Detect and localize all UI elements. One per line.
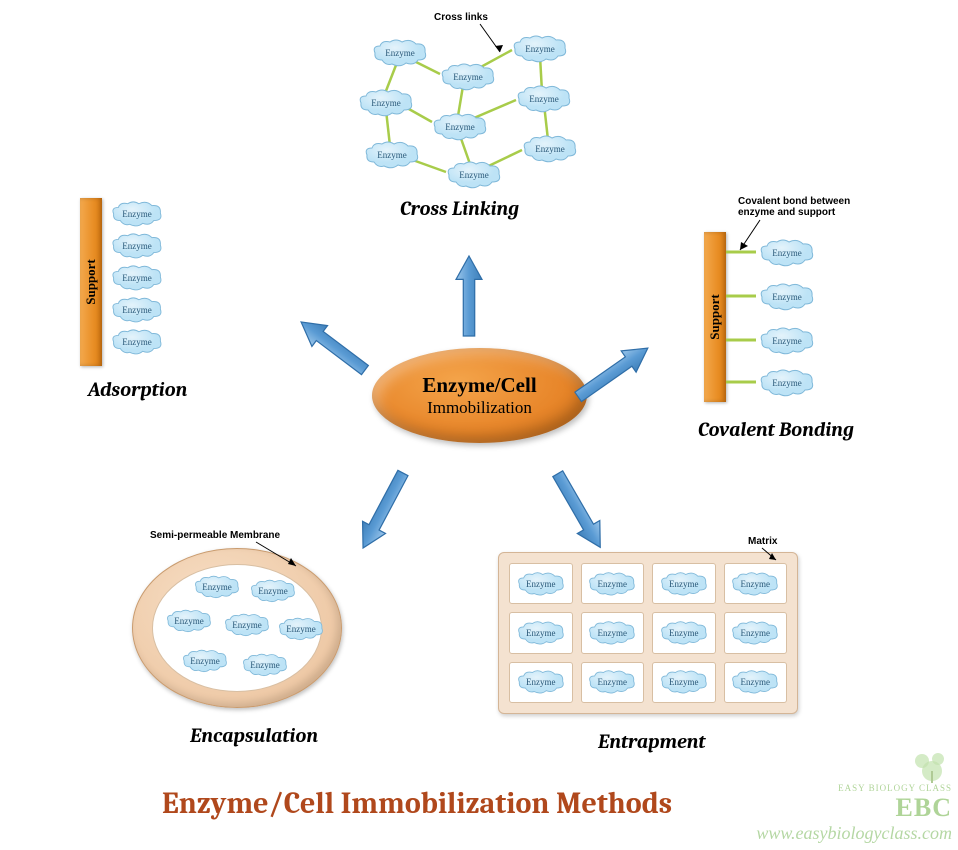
enzyme-cloud: Enzyme [515,669,567,695]
main-title: Enzyme/Cell Immobilization Methods [162,786,672,821]
matrix-cell: Enzyme [724,662,788,703]
watermark: EASY BIOLOGY CLASS EBC www.easybiologycl… [756,741,952,844]
matrix-cell: Enzyme [509,662,573,703]
matrix-cell: Enzyme [652,662,716,703]
enzyme-cloud: Enzyme [729,669,781,695]
matrix-cell: Enzyme [581,662,645,703]
enzyme-cloud: Enzyme [108,296,166,324]
enzyme-cloud: Enzyme [362,140,422,170]
enzyme-cloud: Enzyme [180,648,230,674]
matrix-cell: Enzyme [509,612,573,653]
matrix-cell: Enzyme [581,612,645,653]
diagram-canvas: Support Support Enzyme Enzyme Enzyme [0,0,958,850]
enzyme-cloud: Enzyme [248,578,298,604]
enzyme-cloud: Enzyme [586,669,638,695]
enzyme-cloud: Enzyme [222,612,272,638]
enzyme-cloud: Enzyme [192,574,242,600]
enzyme-cloud: Enzyme [756,238,818,268]
enzyme-cloud: Enzyme [438,62,498,92]
watermark-url: www.easybiologyclass.com [756,823,952,844]
enzyme-cloud: Enzyme [510,34,570,64]
enzyme-cloud: Enzyme [240,652,290,678]
matrix-cell: Enzyme [724,612,788,653]
enzyme-cloud: Enzyme [756,282,818,312]
enzyme-cloud: Enzyme [756,368,818,398]
enzyme-cloud: Enzyme [108,264,166,292]
enzyme-cloud: Enzyme [108,200,166,228]
enzyme-cloud: Enzyme [430,112,490,142]
enzyme-cloud: Enzyme [108,232,166,260]
enzyme-cloud: Enzyme [756,326,818,356]
enzyme-cloud: Enzyme [586,620,638,646]
enzyme-cloud: Enzyme [658,620,710,646]
enzyme-cloud: Enzyme [370,38,430,68]
enzyme-cloud: Enzyme [520,134,580,164]
arrow [448,248,490,344]
label-entrapment: Entrapment [598,730,705,753]
matrix-cell: Enzyme [652,612,716,653]
watermark-small: EASY BIOLOGY CLASS [756,783,952,793]
enzyme-cloud: Enzyme [356,88,416,118]
label-encapsulation: Encapsulation [190,724,318,747]
enzyme-cloud: Enzyme [444,160,504,190]
watermark-brand: EBC [756,793,952,823]
enzyme-cloud: Enzyme [729,620,781,646]
enzyme-cloud: Enzyme [108,328,166,356]
enzyme-cloud: Enzyme [276,616,326,642]
enzyme-cloud: Enzyme [514,84,574,114]
enzyme-cloud: Enzyme [515,620,567,646]
enzyme-cloud: Enzyme [658,669,710,695]
enzyme-cloud: Enzyme [164,608,214,634]
